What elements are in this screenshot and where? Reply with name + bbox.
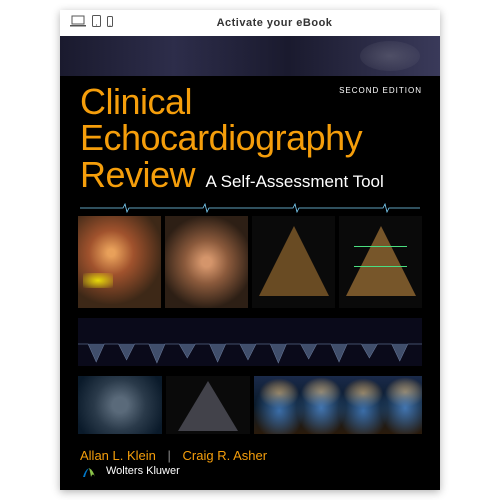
wolters-kluwer-logo-icon [80,462,98,480]
panel-color-doppler-mmode [254,376,422,434]
header-echo-image [60,36,440,76]
edition-label: SECOND EDITION [339,86,422,95]
spectral-doppler-waveform [78,318,422,366]
publisher-block: Wolters Kluwer [80,462,180,480]
author-2: Craig R. Asher [183,448,268,463]
subtitle: A Self-Assessment Tool [206,172,384,191]
image-grid-row-1 [60,212,440,312]
panel-3d-echo-valve-2 [165,216,248,308]
book-cover: Activate your eBook SECOND EDITION Clini… [60,10,440,490]
ebook-activation-banner: Activate your eBook [60,10,440,36]
laptop-icon [70,14,86,32]
tablet-icon [92,14,101,32]
publisher-name: Wolters Kluwer [106,465,180,477]
title-word-3: Review [80,154,195,195]
authors-line: Allan L. Klein | Craig R. Asher [60,438,440,463]
phone-icon [107,14,113,32]
ecg-trace-decoration [80,200,420,210]
author-1: Allan L. Klein [80,448,156,463]
panel-sector-echo-planes [339,216,422,308]
image-grid-row-2 [60,372,440,438]
author-separator: | [168,448,171,463]
ebook-banner-text: Activate your eBook [217,17,333,29]
title-block: SECOND EDITION Clinical Echocardiography… [60,76,440,198]
panel-sector-echo-1 [252,216,335,308]
panel-ultrasound-sector [166,376,250,434]
panel-3d-echo-valve-1 [78,216,161,308]
title-word-2: Echocardiography [80,120,420,156]
panel-ct-axial [78,376,162,434]
